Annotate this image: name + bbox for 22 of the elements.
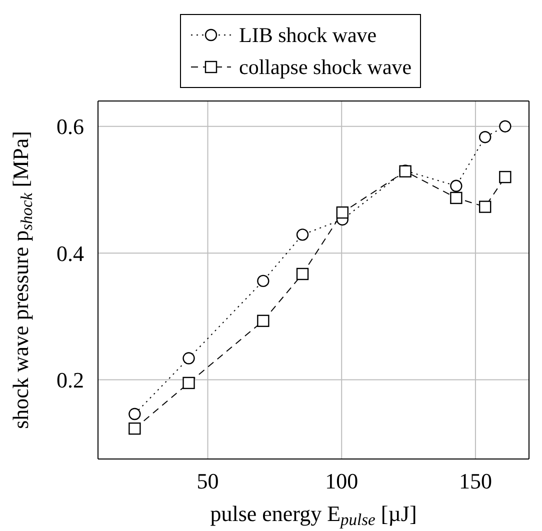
x-tick-label: 100 — [325, 468, 358, 494]
point — [450, 192, 462, 204]
x-tick-label: 150 — [458, 468, 492, 494]
point — [499, 120, 512, 132]
legend-label: collapse shock wave — [239, 54, 412, 81]
x-axis-title: pulse energy E$_{pulse}$ [µJ] — [210, 501, 417, 530]
y-tick-label: 0.6 — [56, 114, 84, 140]
legend-label: LIB shock wave — [239, 22, 377, 49]
point — [128, 422, 141, 435]
point — [478, 200, 492, 213]
y-tick-label: 0.4 — [56, 240, 84, 266]
point — [182, 376, 195, 390]
point — [296, 228, 309, 241]
y-tick-label: 0.2 — [56, 368, 84, 393]
point — [450, 180, 462, 192]
point — [257, 274, 270, 288]
point — [336, 206, 349, 219]
x-tick-label: 50 — [196, 468, 219, 494]
point — [499, 170, 512, 184]
point — [478, 131, 492, 144]
point — [257, 314, 270, 327]
point — [296, 268, 309, 280]
